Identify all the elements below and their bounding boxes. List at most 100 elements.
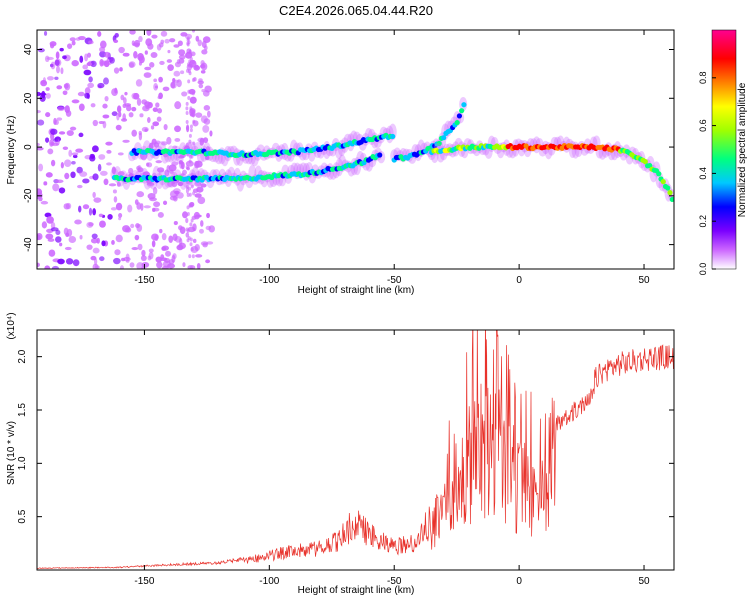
x-tick-label: -150: [134, 576, 154, 587]
noise-blob: [46, 216, 54, 224]
noise-blob: [51, 265, 60, 269]
noise-blob: [171, 254, 176, 263]
noise-blob: [187, 89, 191, 94]
y-tick-label: 1.5: [17, 403, 28, 417]
noise-blob: [69, 126, 77, 131]
noise-blob: [45, 172, 53, 178]
noise-blob: [141, 249, 146, 257]
noise-blob: [117, 152, 124, 156]
noise-blob: [92, 247, 100, 254]
noise-blob: [64, 246, 72, 251]
noise-blob: [206, 212, 210, 219]
noise-blob: [190, 218, 194, 223]
noise-blob: [167, 263, 176, 269]
noise-blob: [38, 196, 43, 202]
noise-blob: [143, 72, 152, 78]
noise-blob: [78, 132, 84, 138]
noise-blob: [178, 160, 184, 165]
noise-blob: [155, 256, 162, 263]
noise-blob: [37, 109, 41, 114]
snr-series-line: [37, 330, 674, 569]
spectrogram-y-label: Frequency (Hz): [6, 116, 17, 185]
noise-blob: [116, 105, 122, 113]
noise-blob: [106, 149, 112, 154]
noise-blob: [91, 233, 98, 239]
noise-blob: [137, 243, 143, 251]
noise-blob: [137, 165, 142, 173]
noise-blob: [189, 128, 193, 133]
noise-blob: [47, 238, 55, 242]
noise-blob: [153, 142, 160, 148]
noise-blob: [172, 145, 178, 149]
noise-blob: [37, 119, 45, 126]
noise-blob: [185, 232, 190, 238]
noise-blob: [102, 120, 107, 129]
noise-blob: [89, 155, 96, 162]
noise-blob: [191, 91, 195, 96]
noise-blob: [185, 165, 189, 170]
noise-blob: [47, 148, 54, 155]
noise-blob: [71, 40, 76, 46]
noise-blob: [65, 109, 72, 117]
noise-blob: [63, 83, 69, 89]
noise-blob: [173, 44, 180, 48]
noise-blob: [151, 233, 159, 241]
noise-blob: [162, 86, 170, 92]
noise-blob: [99, 220, 106, 228]
noise-blob: [161, 233, 167, 241]
noise-blob: [159, 60, 165, 66]
noise-blob: [177, 181, 184, 187]
noise-blob: [122, 139, 130, 143]
snr-y-label: SNR (10 * v/v): [6, 421, 17, 485]
noise-blob: [117, 171, 125, 177]
noise-blob: [144, 128, 148, 132]
noise-blob: [37, 262, 40, 268]
noise-blob: [79, 235, 83, 240]
noise-blob: [203, 118, 211, 125]
noise-blob: [45, 137, 50, 143]
noise-blob: [106, 162, 112, 166]
noise-blob: [104, 51, 110, 58]
noise-blob: [99, 50, 107, 58]
ridge-blob: [656, 171, 662, 177]
noise-blob: [189, 96, 197, 104]
noise-blob: [97, 82, 105, 89]
noise-blob: [65, 258, 74, 265]
noise-blob: [55, 236, 62, 243]
noise-blob: [82, 64, 89, 70]
ridge-blob: [660, 179, 666, 185]
noise-blob: [115, 234, 123, 243]
noise-blob: [170, 81, 177, 89]
noise-blob: [156, 167, 165, 173]
noise-blob: [157, 211, 164, 218]
noise-blob: [113, 257, 121, 265]
noise-blob: [164, 38, 170, 44]
noise-blob: [87, 82, 95, 89]
noise-blob: [168, 235, 174, 243]
noise-blob: [173, 79, 180, 83]
noise-blob: [179, 226, 186, 235]
noise-blob: [178, 49, 186, 56]
noise-blob: [185, 217, 189, 224]
noise-blob: [203, 105, 211, 111]
noise-blob: [67, 43, 73, 49]
ridge-blob: [669, 196, 674, 203]
noise-blob: [50, 61, 56, 70]
noise-blob: [99, 58, 104, 67]
noise-blob: [159, 228, 163, 234]
noise-blob: [147, 117, 151, 123]
y-tick-label: 20: [23, 92, 34, 104]
noise-blob: [78, 103, 85, 111]
noise-blob: [119, 67, 123, 72]
noise-blob: [188, 254, 192, 259]
noise-blob: [37, 91, 41, 97]
colorbar-tick-label: 0.0: [698, 263, 708, 276]
noise-blob: [69, 37, 76, 42]
noise-blob: [200, 241, 209, 246]
noise-blob: [120, 94, 125, 101]
noise-blob: [86, 221, 94, 228]
noise-blob: [145, 105, 150, 109]
noise-blob: [161, 245, 169, 251]
noise-blob: [71, 161, 76, 165]
noise-blob: [192, 223, 197, 232]
